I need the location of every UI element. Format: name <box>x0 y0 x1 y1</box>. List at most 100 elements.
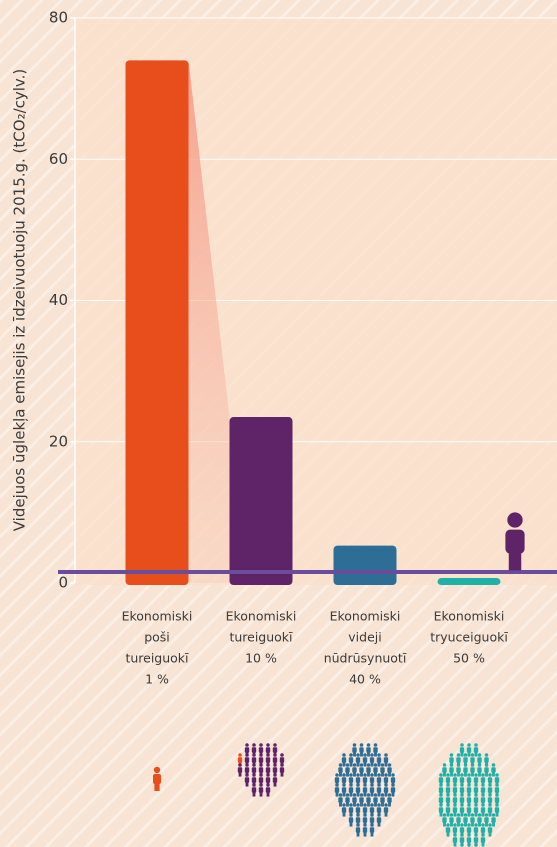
person-body <box>369 787 375 793</box>
bar <box>333 545 397 585</box>
person-head <box>446 803 450 807</box>
person-head <box>474 773 478 777</box>
person-head <box>474 793 478 797</box>
person-legs <box>367 772 370 777</box>
person-head <box>356 773 360 777</box>
person-body <box>438 777 444 783</box>
person-legs <box>280 772 284 777</box>
person-body <box>463 757 468 763</box>
person-body <box>362 817 368 823</box>
person-legs <box>460 752 464 757</box>
person-head <box>266 743 270 747</box>
person-body <box>463 767 468 773</box>
person-head <box>280 753 284 757</box>
person-body <box>348 807 354 813</box>
person-legs <box>450 822 453 827</box>
person-body <box>456 767 461 773</box>
person-body <box>369 827 375 833</box>
person-head <box>377 773 381 777</box>
person-head <box>460 783 464 787</box>
person-head <box>259 743 263 747</box>
person-body <box>338 767 343 773</box>
person-head <box>481 793 485 797</box>
person-body <box>445 797 451 803</box>
person-body <box>345 797 350 803</box>
person-body <box>452 807 458 813</box>
person-body <box>272 767 278 773</box>
person-legs <box>339 802 342 807</box>
person-body <box>459 807 465 813</box>
person-head <box>245 743 249 747</box>
person-head <box>470 813 475 817</box>
person-legs <box>353 772 356 777</box>
person-head <box>387 793 392 797</box>
person-body <box>438 787 444 793</box>
person-head <box>467 843 471 847</box>
person-head <box>477 763 482 767</box>
person-body <box>383 777 389 783</box>
person-body <box>348 817 354 823</box>
person-legs <box>384 812 388 817</box>
person-body <box>272 747 278 753</box>
person-head <box>342 783 346 787</box>
person-body <box>466 837 472 843</box>
person-body <box>373 767 378 773</box>
person-body <box>459 837 465 843</box>
person-body <box>387 797 392 803</box>
person-legs <box>450 772 453 777</box>
person-legs <box>346 802 349 807</box>
person-legs <box>508 551 522 571</box>
person-body <box>473 747 479 753</box>
person-body <box>258 787 264 793</box>
person-legs <box>377 792 381 797</box>
person-head <box>245 773 249 777</box>
person-head <box>252 753 256 757</box>
person-body <box>463 817 468 823</box>
person-head <box>377 783 381 787</box>
person-head <box>453 833 457 837</box>
person-head <box>384 783 388 787</box>
person-head <box>259 783 263 787</box>
x-tick-label: Ekonomiski <box>434 609 505 624</box>
person-head <box>349 783 353 787</box>
x-tick-label: tureiguokī <box>125 651 189 666</box>
person-body <box>390 787 396 793</box>
person-body <box>487 807 493 813</box>
person-body <box>442 817 447 823</box>
y-tick-label: 20 <box>49 432 68 450</box>
person-head <box>481 783 485 787</box>
person-head <box>349 813 353 817</box>
person-head <box>266 763 270 767</box>
person-legs <box>381 802 384 807</box>
person-head <box>259 773 263 777</box>
person-legs <box>374 752 377 757</box>
person-head <box>391 783 395 787</box>
person-head <box>456 763 461 767</box>
person-body <box>438 807 444 813</box>
person-body <box>251 777 257 783</box>
person-body <box>258 777 264 783</box>
person-body <box>272 757 278 763</box>
x-tick-label: tureiguokī <box>229 630 293 645</box>
person-body <box>452 827 458 833</box>
person-body <box>480 807 486 813</box>
person-legs <box>492 822 495 827</box>
person-legs <box>353 802 356 807</box>
person-head <box>363 783 367 787</box>
person-body <box>355 757 361 763</box>
person-head <box>491 813 496 817</box>
person-legs <box>356 762 360 767</box>
person-body <box>369 817 375 823</box>
person-head <box>377 753 381 757</box>
person-body <box>345 767 350 773</box>
person-body <box>376 757 382 763</box>
person-body <box>387 767 392 773</box>
person-head <box>453 783 457 787</box>
person-head <box>335 783 339 787</box>
person-head <box>370 773 374 777</box>
person-body <box>473 827 479 833</box>
person-body <box>459 747 465 753</box>
person-body <box>466 787 472 793</box>
person-legs <box>453 842 457 847</box>
